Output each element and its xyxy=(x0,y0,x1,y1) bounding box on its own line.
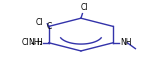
Text: NH₂: NH₂ xyxy=(28,38,42,47)
Text: Cl: Cl xyxy=(35,18,43,27)
Text: C: C xyxy=(47,22,52,31)
Text: H: H xyxy=(36,38,42,47)
Text: NH: NH xyxy=(120,38,131,47)
Text: Cl: Cl xyxy=(80,3,88,12)
Text: Cl: Cl xyxy=(21,38,29,47)
